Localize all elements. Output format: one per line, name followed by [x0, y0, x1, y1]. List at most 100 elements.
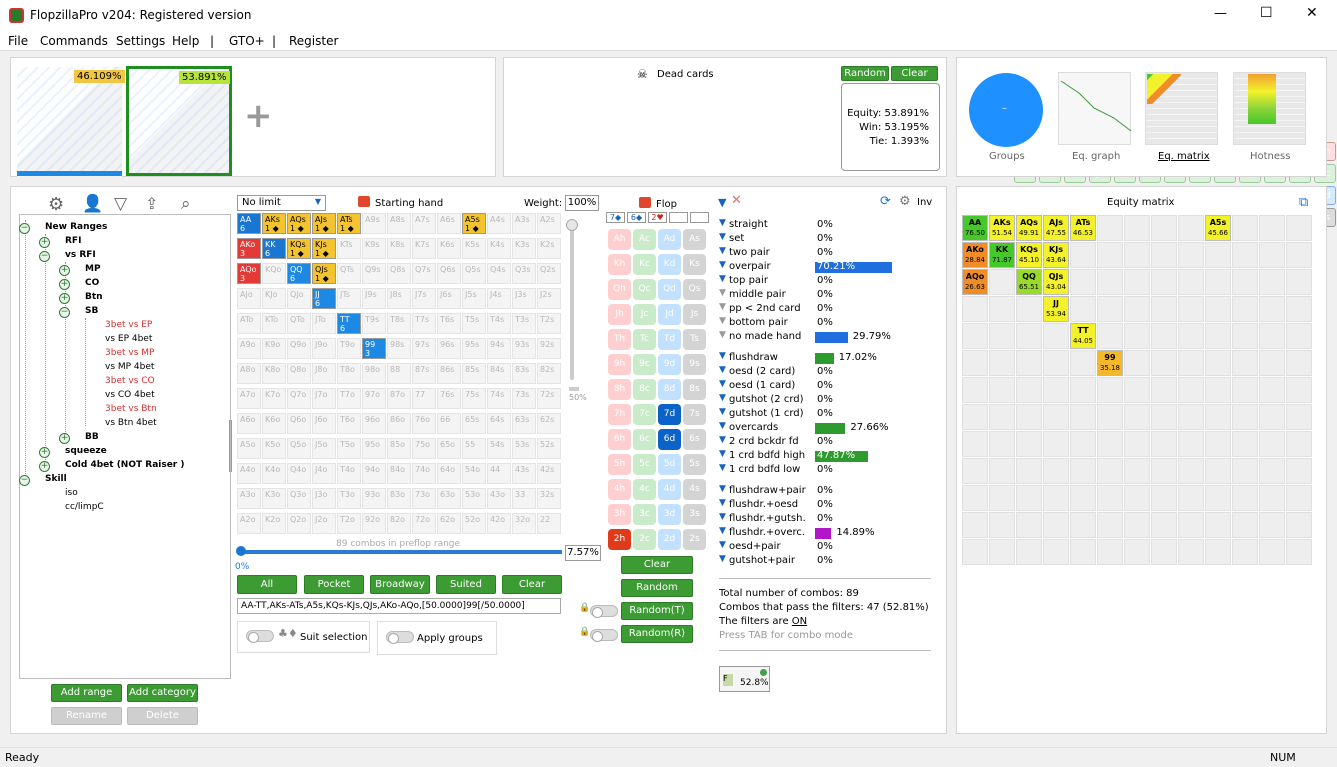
- filter-funnel-icon[interactable]: ▼: [719, 540, 726, 550]
- eq-matrix-cell[interactable]: [1151, 458, 1177, 484]
- hand-cell[interactable]: J5s: [462, 288, 486, 309]
- collapse-icon[interactable]: −: [59, 307, 70, 318]
- hand-cell[interactable]: A9s: [362, 213, 386, 234]
- eq-matrix-cell[interactable]: [1232, 242, 1258, 268]
- hand-cell[interactable]: 22: [537, 513, 561, 534]
- filter-label[interactable]: flushdraw+pair: [729, 485, 806, 496]
- flop-card[interactable]: Kc: [633, 254, 656, 275]
- eq-matrix-cell[interactable]: [1124, 458, 1150, 484]
- filter-funnel-icon[interactable]: ▼: [719, 393, 726, 403]
- filter-label[interactable]: flushdr.+gutsh.: [729, 513, 806, 524]
- menu-item-5[interactable]: GTO+: [229, 34, 265, 48]
- eq-matrix-cell[interactable]: [1178, 215, 1204, 241]
- dead-random-button[interactable]: Random: [841, 66, 889, 81]
- hand-cell[interactable]: A4s: [487, 213, 511, 234]
- eq-matrix-cell[interactable]: [1151, 431, 1177, 457]
- eq-matrix-cell[interactable]: [1016, 485, 1042, 511]
- eq-matrix-cell[interactable]: [1286, 512, 1312, 538]
- filter-label[interactable]: 1 crd bdfd low: [729, 464, 801, 475]
- hand-cell[interactable]: Q9s: [362, 263, 386, 284]
- hand-cell[interactable]: 32o: [512, 513, 536, 534]
- tree-node[interactable]: 3bet vs EP: [105, 320, 153, 330]
- collapse-icon[interactable]: −: [19, 223, 30, 234]
- eq-matrix-cell[interactable]: [989, 539, 1015, 565]
- close-button[interactable]: ✕: [1306, 5, 1318, 21]
- hand-cell[interactable]: K7o: [262, 388, 286, 409]
- eq-matrix-cell[interactable]: [1286, 242, 1312, 268]
- filter-funnel-icon[interactable]: ▼: [719, 421, 726, 431]
- hand-cell[interactable]: J6o: [312, 413, 336, 434]
- menu-item-7[interactable]: Register: [289, 34, 339, 48]
- eq-matrix-hand[interactable]: 99 35.18: [1097, 350, 1123, 376]
- hand-cell[interactable]: 32s: [537, 488, 561, 509]
- eq-matrix-cell[interactable]: [989, 296, 1015, 322]
- flop-random-button[interactable]: Random: [621, 579, 693, 597]
- eq-matrix-cell[interactable]: [1070, 377, 1096, 403]
- menu-item-2[interactable]: Settings: [116, 34, 166, 48]
- flop-card[interactable]: 3s: [683, 504, 706, 525]
- hand-cell[interactable]: Q7o: [287, 388, 311, 409]
- flop-card[interactable]: 4d: [658, 479, 681, 500]
- eq-matrix-cell[interactable]: [1205, 512, 1231, 538]
- eq-matrix-cell[interactable]: [1178, 323, 1204, 349]
- eq-matrix-cell[interactable]: [1232, 485, 1258, 511]
- hand-cell[interactable]: T7o: [337, 388, 361, 409]
- eq-matrix-cell[interactable]: [1070, 404, 1096, 430]
- hand-cell[interactable]: AA 6: [237, 213, 261, 234]
- eq-matrix-cell[interactable]: [1124, 242, 1150, 268]
- eq-matrix-cell[interactable]: [989, 431, 1015, 457]
- eq-matrix-cell[interactable]: [1178, 404, 1204, 430]
- eq-matrix-cell[interactable]: [1178, 242, 1204, 268]
- eq-matrix-cell[interactable]: [1016, 296, 1042, 322]
- hand-cell[interactable]: 84o: [387, 463, 411, 484]
- flop-card[interactable]: 4h: [608, 479, 631, 500]
- filter-funnel-icon[interactable]: ▼: [719, 288, 726, 298]
- hand-cell[interactable]: T8o: [337, 363, 361, 384]
- hand-cell[interactable]: K9o: [262, 338, 286, 359]
- eq-matrix-cell[interactable]: [1097, 512, 1123, 538]
- flop-card[interactable]: 7c: [633, 404, 656, 425]
- eq-matrix-cell[interactable]: [1259, 485, 1285, 511]
- eq-matrix-hand[interactable]: ATs 46.53: [1070, 215, 1096, 241]
- hand-cell[interactable]: 87o: [387, 388, 411, 409]
- eq-matrix-cell[interactable]: [1205, 377, 1231, 403]
- tree-node[interactable]: 3bet vs MP: [105, 348, 155, 358]
- weight-input[interactable]: 100%: [565, 195, 599, 211]
- filter-funnel-icon[interactable]: ▼: [719, 351, 726, 361]
- flop-card[interactable]: Jh: [608, 304, 631, 325]
- hand-cell[interactable]: KQs 1 ◆: [287, 238, 311, 259]
- eq-matrix-cell[interactable]: [1232, 296, 1258, 322]
- eq-matrix-cell[interactable]: [1205, 350, 1231, 376]
- hand-cell[interactable]: A7o: [237, 388, 261, 409]
- flop-card[interactable]: Jd: [658, 304, 681, 325]
- filter-label[interactable]: gutshot (1 crd): [729, 408, 804, 419]
- hand-cell[interactable]: 99 3: [362, 338, 386, 359]
- hand-cell[interactable]: 88: [387, 363, 411, 384]
- eq-matrix-cell[interactable]: [1259, 242, 1285, 268]
- hand-cell[interactable]: A4o: [237, 463, 261, 484]
- eq-matrix-cell[interactable]: [1097, 323, 1123, 349]
- hand-cell[interactable]: 33: [512, 488, 536, 509]
- tree-node[interactable]: New Ranges: [45, 222, 108, 232]
- hand-cell[interactable]: Q2o: [287, 513, 311, 534]
- random-r-toggle[interactable]: [590, 629, 618, 642]
- minimize-button[interactable]: —: [1214, 6, 1227, 21]
- tree-node[interactable]: vs MP 4bet: [105, 362, 155, 372]
- flop-card[interactable]: 5s: [683, 454, 706, 475]
- eq-matrix-cell[interactable]: [1070, 539, 1096, 565]
- filter-funnel-icon[interactable]: ▼: [719, 463, 726, 473]
- eq-matrix-hand[interactable]: KQs 45.10: [1016, 242, 1042, 268]
- eq-matrix-cell[interactable]: [1286, 539, 1312, 565]
- hand-cell[interactable]: 62s: [537, 413, 561, 434]
- eq-matrix-cell[interactable]: [1259, 458, 1285, 484]
- board-card-2[interactable]: 6◆: [627, 212, 646, 223]
- hand-cell[interactable]: 65o: [437, 438, 461, 459]
- hand-cell[interactable]: AKo 3: [237, 238, 261, 259]
- filter-funnel-icon[interactable]: ▼: [719, 526, 726, 536]
- hand-cell[interactable]: 87s: [412, 363, 436, 384]
- tree-node[interactable]: RFI: [65, 236, 82, 246]
- collapse-icon[interactable]: −: [19, 475, 30, 486]
- hand-cell[interactable]: 94o: [362, 463, 386, 484]
- hand-cell[interactable]: 86o: [387, 413, 411, 434]
- flop-card[interactable]: Ts: [683, 329, 706, 350]
